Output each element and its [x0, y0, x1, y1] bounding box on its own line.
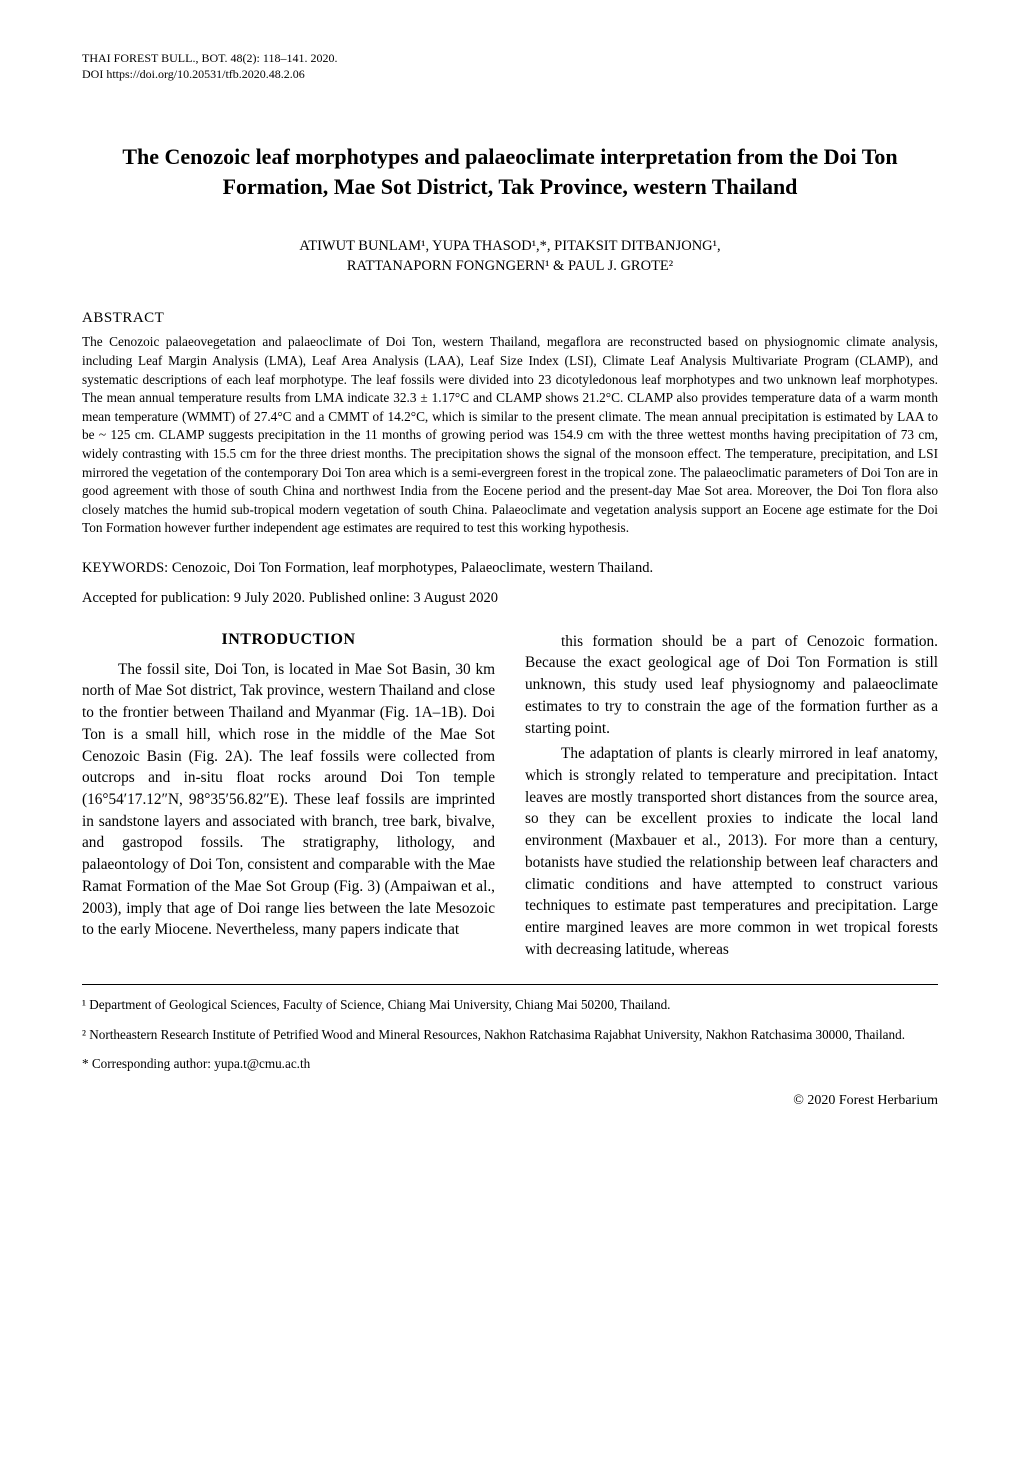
abstract-heading: ABSTRACT	[82, 310, 938, 327]
keywords-line: KEYWORDS: Cenozoic, Doi Ton Formation, l…	[82, 558, 938, 578]
page-container: THAI FOREST BULL., BOT. 48(2): 118–141. …	[0, 0, 1020, 1149]
corresponding-author-footnote: * Corresponding author: yupa.t@cmu.ac.th	[82, 1054, 938, 1073]
doi-line: DOI https://doi.org/10.20531/tfb.2020.48…	[82, 66, 938, 82]
journal-line: THAI FOREST BULL., BOT. 48(2): 118–141. …	[82, 50, 938, 66]
copyright-line: © 2020 Forest Herbarium	[82, 1093, 938, 1109]
intro-para-right-1: this formation should be a part of Cenoz…	[525, 631, 938, 740]
accepted-line: Accepted for publication: 9 July 2020. P…	[82, 588, 938, 608]
keywords-label: KEYWORDS:	[82, 560, 172, 576]
article-title: The Cenozoic leaf morphotypes and palaeo…	[92, 142, 928, 201]
affiliation-footnote-2: ² Northeastern Research Institute of Pet…	[82, 1025, 938, 1044]
abstract-body: The Cenozoic palaeovegetation and palaeo…	[82, 333, 938, 538]
right-column: this formation should be a part of Cenoz…	[525, 631, 938, 965]
running-head: THAI FOREST BULL., BOT. 48(2): 118–141. …	[82, 50, 938, 82]
two-column-body: INTRODUCTION The fossil site, Doi Ton, i…	[82, 631, 938, 965]
left-column: INTRODUCTION The fossil site, Doi Ton, i…	[82, 631, 495, 965]
keywords-text: Cenozoic, Doi Ton Formation, leaf morpho…	[172, 560, 653, 576]
introduction-heading: INTRODUCTION	[82, 631, 495, 649]
author-block: ATIWUT BUNLAM¹, YUPA THASOD¹,*, PITAKSIT…	[82, 236, 938, 277]
intro-para-left-1: The fossil site, Doi Ton, is located in …	[82, 659, 495, 941]
affiliation-footnote-1: ¹ Department of Geological Sciences, Fac…	[82, 995, 938, 1014]
authors-line-2: RATTANAPORN FONGNGERN¹ & PAUL J. GROTE²	[347, 258, 673, 274]
authors-line-1: ATIWUT BUNLAM¹, YUPA THASOD¹,*, PITAKSIT…	[299, 238, 720, 254]
footnote-separator	[82, 984, 938, 985]
intro-para-right-2: The adaptation of plants is clearly mirr…	[525, 743, 938, 960]
